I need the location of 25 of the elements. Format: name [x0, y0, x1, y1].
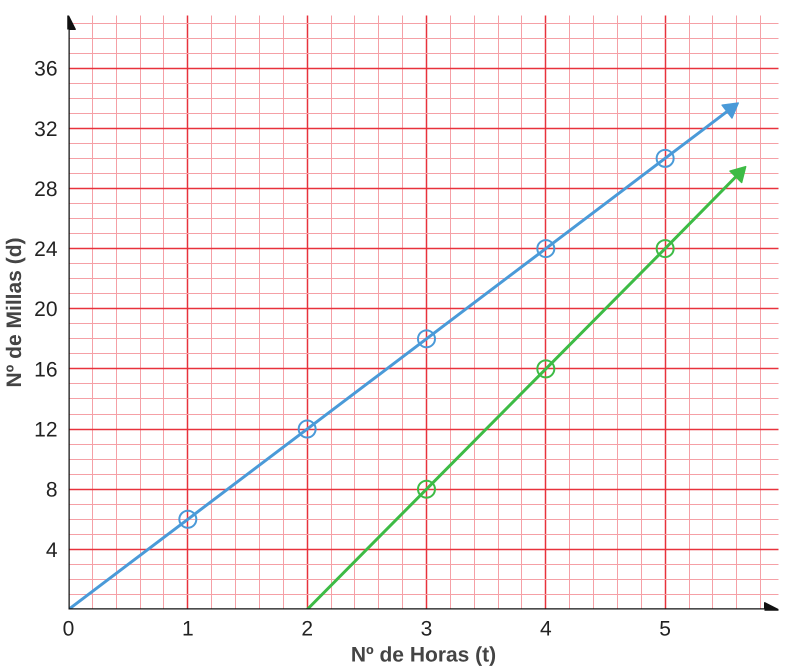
y-tick-label: 16	[34, 358, 58, 382]
point	[656, 239, 675, 258]
y-tick-label: 28	[34, 178, 58, 201]
x-tick-label: 0	[62, 618, 74, 640]
y-tick-label: 4	[46, 538, 58, 562]
y-tick-label: 20	[34, 298, 58, 322]
point	[656, 148, 675, 168]
point	[416, 480, 436, 499]
y-tick-label: 24	[34, 238, 58, 262]
point	[536, 359, 556, 378]
x-tick-label: 5	[659, 618, 671, 640]
y-tick-label: 32	[34, 118, 58, 141]
y-tick-label: 36	[34, 58, 58, 81]
x-tick-label: 2	[301, 618, 314, 640]
y-tick-label: 8	[46, 478, 58, 502]
x-tick-label: 4	[540, 618, 552, 640]
x-tick-label: 3	[420, 618, 432, 640]
point	[298, 420, 317, 439]
x-tick-label: 1	[182, 618, 194, 640]
y-tick-label: 12	[34, 418, 58, 442]
point	[536, 239, 556, 258]
point	[178, 510, 198, 529]
x-axis-title: Nº de Horas (t)	[350, 644, 496, 666]
point	[416, 329, 436, 348]
y-axis-title: Nº de Millas (d)	[3, 237, 26, 388]
